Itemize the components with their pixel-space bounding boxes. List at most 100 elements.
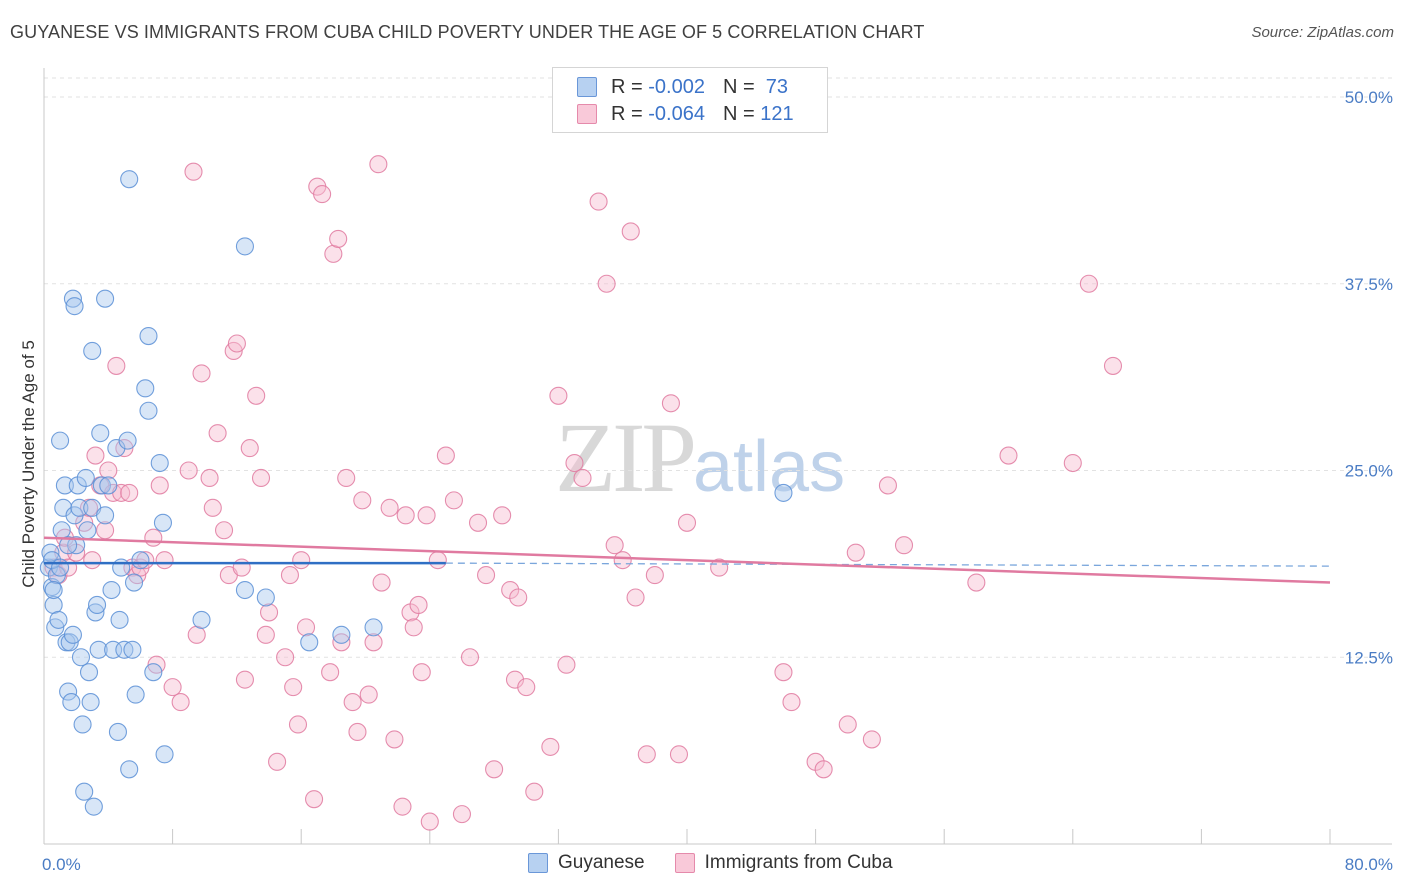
data-point bbox=[999, 446, 1018, 465]
y-tick-label: 25.0% bbox=[1345, 462, 1393, 481]
legend-swatch-guyanese bbox=[528, 853, 548, 873]
data-point bbox=[232, 558, 251, 577]
data-point bbox=[120, 170, 139, 189]
data-point bbox=[288, 715, 308, 734]
data-point bbox=[124, 573, 144, 592]
data-point bbox=[276, 648, 295, 667]
data-point bbox=[126, 685, 145, 704]
data-point bbox=[256, 625, 275, 644]
data-point bbox=[332, 625, 351, 644]
data-point bbox=[91, 424, 110, 443]
data-point bbox=[485, 760, 504, 779]
data-point bbox=[417, 506, 436, 525]
data-point bbox=[192, 364, 211, 383]
legend-r-value: -0.064 bbox=[648, 102, 705, 125]
legend-item-cuba[interactable]: Immigrants from Cuba bbox=[674, 852, 893, 874]
data-point bbox=[62, 693, 81, 712]
y-tick-label: 50.0% bbox=[1345, 88, 1393, 107]
data-point bbox=[136, 379, 155, 398]
data-point bbox=[557, 655, 576, 674]
data-point bbox=[452, 805, 472, 824]
data-point bbox=[541, 737, 560, 756]
data-point bbox=[110, 610, 129, 629]
data-point bbox=[894, 536, 914, 555]
data-point bbox=[78, 521, 97, 540]
data-point bbox=[645, 566, 664, 585]
data-point bbox=[296, 618, 316, 637]
data-point bbox=[669, 745, 689, 764]
data-point bbox=[153, 513, 173, 532]
series-legend: Guyanese Immigrants from Cuba bbox=[528, 852, 923, 874]
data-point bbox=[409, 595, 428, 615]
data-point bbox=[509, 588, 528, 607]
data-point bbox=[187, 625, 206, 644]
data-point bbox=[51, 431, 70, 450]
data-point bbox=[846, 543, 865, 562]
data-point bbox=[774, 663, 793, 682]
data-point bbox=[268, 752, 287, 771]
legend-row-cuba: R = -0.064 N = 121 bbox=[577, 101, 794, 127]
data-point bbox=[227, 334, 246, 353]
watermark: ZIPatlas bbox=[555, 400, 845, 515]
data-point bbox=[420, 812, 439, 831]
y-tick-label: 12.5% bbox=[1345, 648, 1393, 667]
data-point bbox=[412, 663, 431, 682]
trend-line-cuba bbox=[43, 536, 1331, 584]
data-point bbox=[359, 685, 378, 704]
data-point bbox=[55, 476, 74, 495]
data-point bbox=[468, 513, 488, 532]
data-point bbox=[321, 663, 340, 682]
data-point bbox=[108, 722, 127, 742]
data-point bbox=[393, 797, 412, 816]
data-point bbox=[337, 468, 356, 488]
data-point bbox=[136, 551, 155, 570]
data-point bbox=[292, 551, 311, 570]
legend-item-guyanese[interactable]: Guyanese bbox=[528, 852, 645, 874]
data-point bbox=[107, 356, 126, 375]
data-point bbox=[661, 394, 680, 413]
data-point bbox=[155, 551, 174, 570]
data-point bbox=[967, 573, 986, 592]
data-point bbox=[364, 618, 383, 637]
correlation-legend: R = -0.002 N = 73 R = -0.064 N = 121 bbox=[552, 67, 828, 133]
data-point bbox=[63, 289, 82, 308]
data-point bbox=[256, 588, 275, 607]
data-point bbox=[118, 431, 137, 450]
data-point bbox=[83, 551, 102, 570]
data-point bbox=[525, 782, 544, 801]
data-point bbox=[99, 461, 118, 480]
data-point bbox=[150, 476, 169, 495]
data-point bbox=[1063, 453, 1082, 473]
data-point bbox=[79, 663, 99, 682]
x-tick-label: 80.0% bbox=[1345, 855, 1393, 874]
data-point bbox=[353, 491, 372, 510]
data-point bbox=[99, 476, 118, 495]
legend-swatch-guyanese bbox=[577, 77, 597, 97]
chart-title: GUYANESE VS IMMIGRANTS FROM CUBA CHILD P… bbox=[10, 22, 925, 42]
legend-n-label: N = bbox=[722, 75, 755, 98]
data-point bbox=[505, 670, 525, 689]
data-point bbox=[184, 162, 203, 181]
data-point bbox=[44, 580, 63, 600]
data-point bbox=[89, 640, 108, 659]
data-point bbox=[369, 155, 388, 174]
data-point bbox=[235, 670, 254, 689]
data-point bbox=[710, 558, 729, 577]
data-point bbox=[385, 730, 404, 749]
legend-n-value: 73 bbox=[765, 75, 789, 98]
series-immigrants-from-cuba bbox=[44, 155, 1123, 831]
data-point bbox=[131, 551, 150, 570]
data-point bbox=[76, 468, 95, 488]
data-point bbox=[120, 483, 139, 502]
data-point bbox=[380, 498, 399, 517]
data-point bbox=[123, 640, 142, 659]
data-point bbox=[589, 192, 608, 211]
data-point bbox=[214, 521, 234, 540]
data-point bbox=[404, 618, 423, 637]
legend-n-value: 121 bbox=[760, 102, 794, 125]
legend-swatch-cuba bbox=[577, 104, 597, 124]
data-point bbox=[460, 648, 480, 667]
data-point bbox=[86, 446, 105, 465]
legend-n-label: N = bbox=[722, 102, 755, 125]
